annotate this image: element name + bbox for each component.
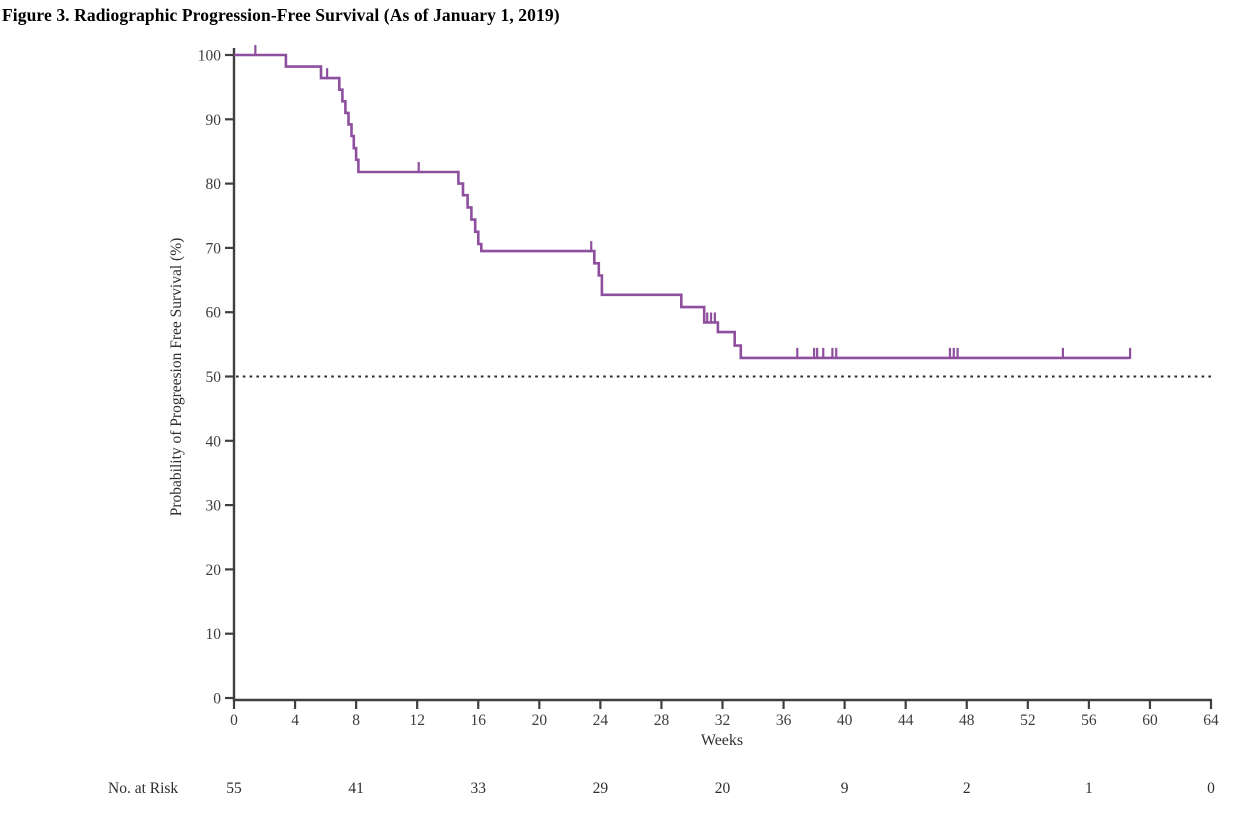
y-tick-label: 0 — [213, 691, 221, 708]
x-tick-label: 44 — [898, 712, 914, 729]
y-tick-label: 20 — [206, 562, 222, 579]
at-risk-value: 29 — [593, 780, 609, 797]
x-tick-label: 0 — [230, 712, 238, 729]
y-tick-label: 30 — [206, 498, 222, 515]
km-curve — [234, 53, 1131, 360]
at-risk-value: 9 — [841, 780, 849, 797]
censor-ticks-group — [254, 45, 1132, 359]
x-tick-label: 24 — [593, 712, 609, 729]
at-risk-value: 20 — [715, 780, 731, 797]
x-tick-label: 64 — [1203, 712, 1219, 729]
x-tick-label: 16 — [471, 712, 487, 729]
axes — [225, 48, 1213, 709]
x-tick-label: 52 — [1020, 712, 1036, 729]
y-tick-label: 70 — [206, 240, 222, 257]
x-tick-label: 56 — [1081, 712, 1097, 729]
at-risk-label: No. at Risk — [108, 780, 178, 797]
km-curve-group — [234, 53, 1131, 360]
y-tick-label: 90 — [206, 112, 222, 129]
x-tick-label: 36 — [776, 712, 792, 729]
x-tick-label: 60 — [1142, 712, 1158, 729]
figure-title: Figure 3. Radiographic Progression-Free … — [2, 5, 560, 25]
y-tick-label: 60 — [206, 305, 222, 322]
x-tick-label: 12 — [409, 712, 425, 729]
y-axis-title: Probability of Progreesion Free Survival… — [168, 238, 185, 517]
at-risk-value: 2 — [963, 780, 971, 797]
at-risk-value: 41 — [348, 780, 364, 797]
at-risk-value: 1 — [1085, 780, 1093, 797]
at-risk-value: 0 — [1207, 780, 1215, 797]
at-risk-value: 33 — [471, 780, 487, 797]
x-tick-label: 32 — [715, 712, 731, 729]
x-axis-title: Weeks — [701, 732, 743, 749]
x-tick-label: 8 — [352, 712, 360, 729]
at-risk-values-group: 55 41 33 29 20 9 2 1 0 — [226, 780, 1215, 797]
x-tick-label: 40 — [837, 712, 853, 729]
x-tick-label: 48 — [959, 712, 975, 729]
y-tick-label: 100 — [198, 48, 222, 65]
x-tick-label: 4 — [291, 712, 299, 729]
y-tick-label: 80 — [206, 176, 222, 193]
y-tick-label: 40 — [206, 433, 222, 450]
y-tick-label: 50 — [206, 369, 222, 386]
x-tick-label: 28 — [654, 712, 670, 729]
x-tick-label: 20 — [532, 712, 548, 729]
at-risk-value: 55 — [226, 780, 242, 797]
y-tick-label: 10 — [206, 626, 222, 643]
